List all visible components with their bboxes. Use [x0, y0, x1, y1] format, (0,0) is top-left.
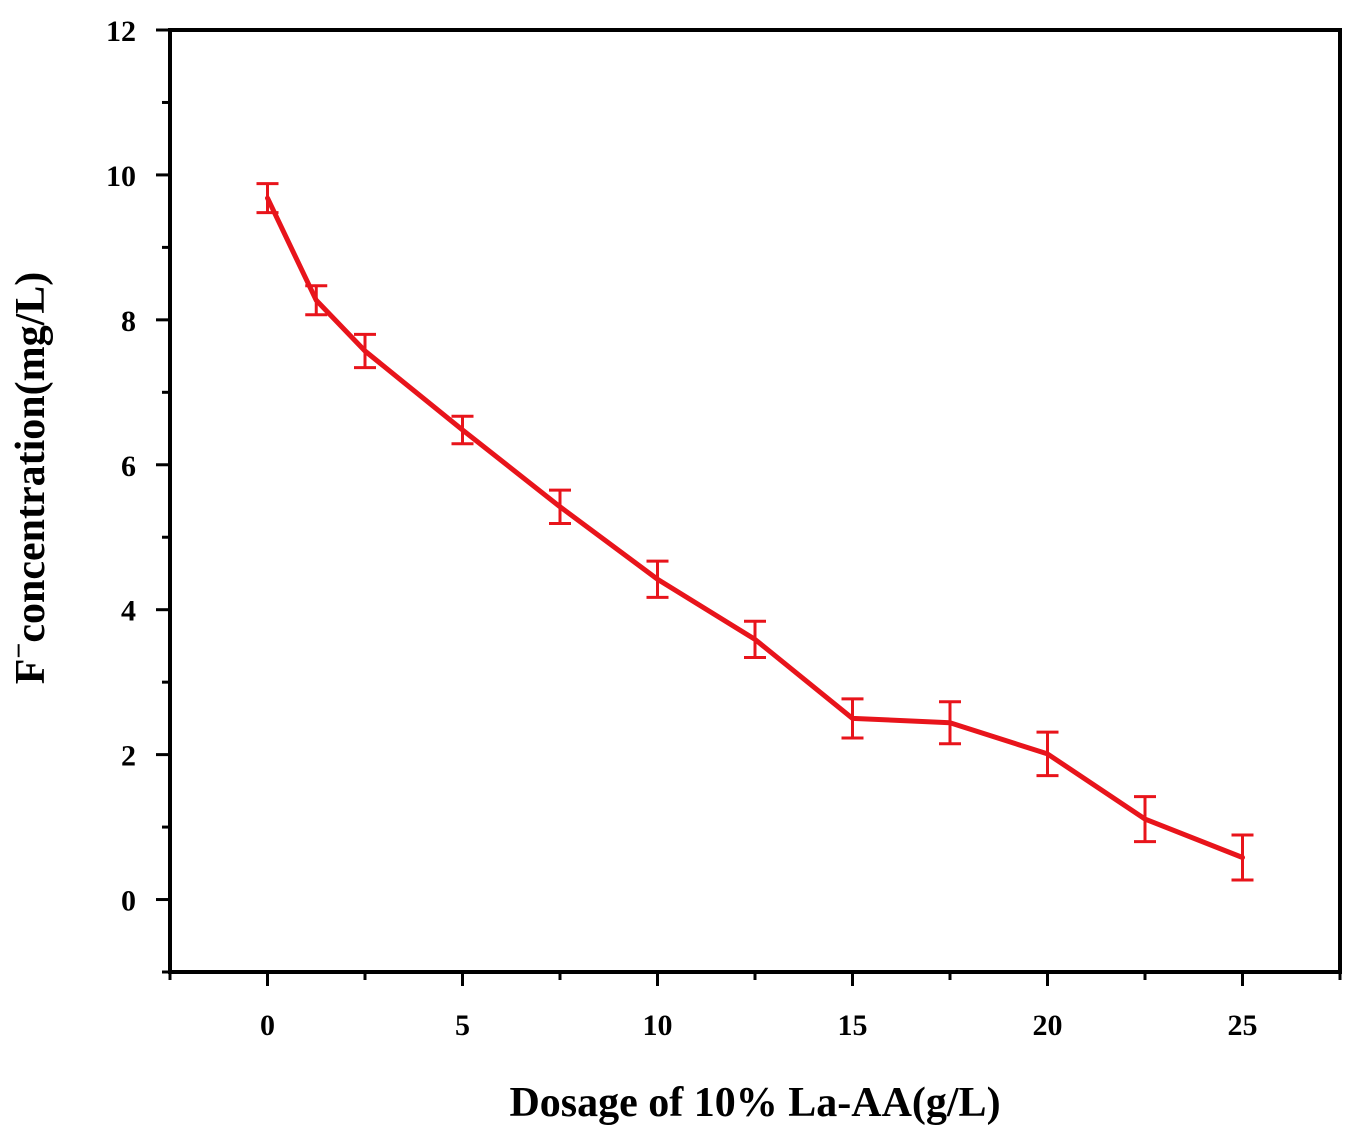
- y-tick-label: 8: [121, 305, 136, 338]
- x-axis: 0 5 10 15 20 25: [168, 972, 1342, 1042]
- y-axis-title-rest: concentration(mg/L): [8, 272, 54, 643]
- y-axis-title-superscript: −: [4, 643, 35, 659]
- x-tick-label: 10: [643, 1009, 673, 1042]
- x-tick-label: 15: [838, 1009, 868, 1042]
- x-tick-label: 5: [455, 1009, 470, 1042]
- x-axis-title: Dosage of 10% La-AA(g/L): [509, 1080, 1000, 1126]
- plot-frame: [168, 28, 1342, 974]
- x-tick-label: 0: [260, 1009, 275, 1042]
- y-axis: 0 2 4 6 8 10 12: [106, 15, 170, 974]
- y-tick-label: 0: [121, 885, 136, 918]
- series: [256, 182, 1254, 882]
- y-tick-label: 10: [106, 160, 136, 193]
- x-tick-label: 25: [1228, 1009, 1258, 1042]
- y-axis-title-main: F: [8, 659, 54, 685]
- x-tick-label: 20: [1033, 1009, 1063, 1042]
- series-line: [265, 195, 1245, 861]
- plot-border: [168, 28, 1342, 974]
- y-tick-label: 12: [106, 15, 136, 48]
- y-axis-title: F−concentration(mg/L): [4, 272, 54, 685]
- y-tick-label: 6: [121, 450, 136, 483]
- y-tick-label: 4: [121, 595, 136, 628]
- y-tick-label: 2: [121, 740, 136, 773]
